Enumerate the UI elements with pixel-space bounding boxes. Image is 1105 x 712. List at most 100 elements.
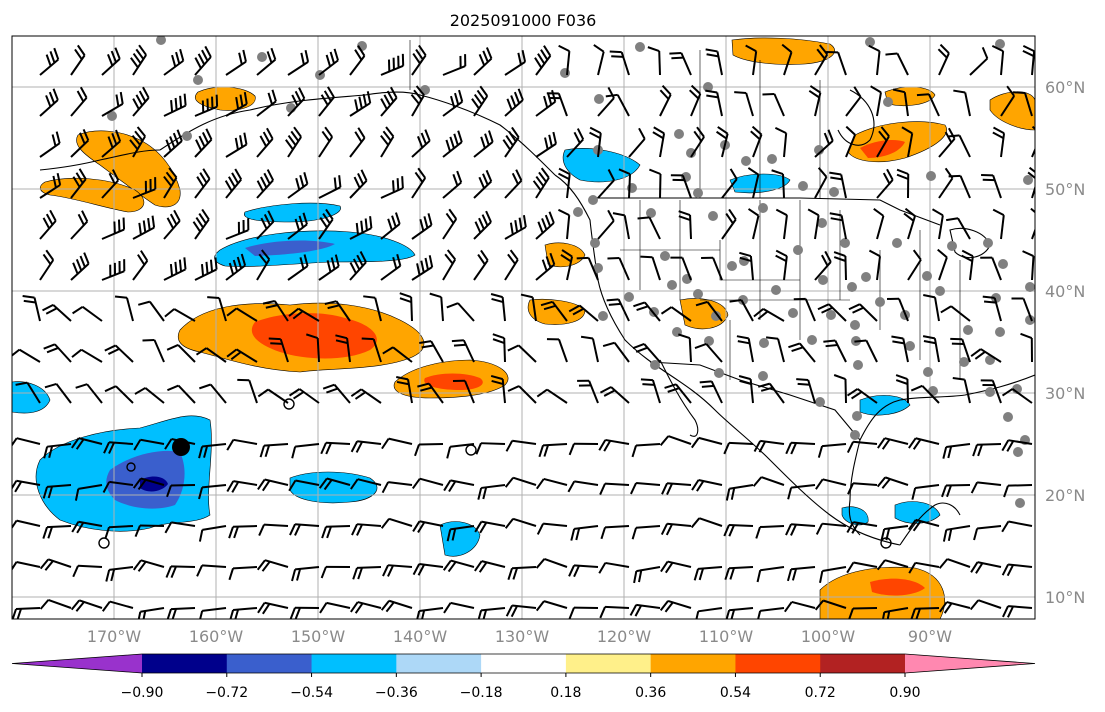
wind-barb (606, 298, 630, 322)
colorbar-segment (735, 654, 821, 673)
wind-barb (607, 256, 630, 281)
wind-barb (12, 437, 41, 447)
wind-barb (576, 256, 599, 281)
wind-barb (137, 607, 165, 619)
wind-barb (942, 443, 971, 459)
wind-barb (775, 208, 788, 240)
wind-barb (473, 210, 492, 240)
wind-barb (558, 167, 571, 199)
wind-barb (670, 256, 692, 281)
wind-barb (324, 300, 351, 322)
wind-barb (475, 442, 506, 455)
wind-barb (716, 126, 729, 158)
wind-barb (876, 559, 909, 571)
wind-barb (755, 525, 785, 539)
wind-barb (44, 382, 72, 404)
wind-barb (939, 601, 971, 614)
wind-barb (907, 518, 940, 532)
wind-barb (411, 129, 431, 158)
wind-barb (474, 560, 506, 573)
wind-barb (536, 388, 568, 404)
wind-barb (631, 443, 661, 458)
wind-barb (602, 341, 630, 363)
wind-barb (972, 443, 1002, 457)
lon-label: 140°W (393, 627, 448, 646)
wind-barb (104, 385, 134, 404)
wind-barb (257, 388, 289, 404)
wind-barb (419, 340, 444, 363)
wind-barb (910, 607, 940, 619)
wind-barb (262, 299, 289, 322)
wind-barb (628, 127, 646, 158)
wind-barb (640, 378, 661, 404)
us-canada-border (595, 197, 941, 226)
wind-barb (688, 84, 702, 117)
lat-label: 40°N (1045, 282, 1085, 301)
wind-barb (350, 601, 382, 614)
wind-barb (163, 209, 181, 240)
wind-barb (785, 523, 816, 536)
wind-barb (846, 561, 878, 574)
wind-barb (568, 606, 599, 619)
wind-barb (318, 254, 340, 281)
wind-barb (629, 603, 661, 617)
wind-barb (192, 208, 210, 240)
wind-barb (911, 484, 940, 500)
wind-barb (442, 249, 457, 281)
graticule (12, 36, 1035, 619)
us-mexico-border (649, 361, 861, 441)
wind-barb (104, 525, 134, 539)
colorbar-segment (142, 654, 228, 673)
wind-barb (133, 438, 165, 451)
wind-barb (829, 171, 847, 199)
wind-barb (237, 378, 258, 404)
wind-barb (288, 307, 320, 322)
wind-barb (477, 607, 506, 619)
wind-barb (814, 44, 829, 76)
wind-barb (941, 484, 971, 498)
lat-label: 10°N (1045, 588, 1085, 607)
wind-barb (287, 172, 309, 199)
wind-barb (380, 212, 401, 240)
colorbar-tick-label: 0.90 (889, 685, 920, 701)
wind-barb (950, 337, 971, 363)
wind-barb (39, 173, 62, 199)
lat-label: 60°N (1045, 78, 1085, 97)
wind-barb (659, 85, 672, 117)
wind-barb (228, 566, 258, 581)
wind-barb (225, 91, 248, 117)
wind-barb (198, 443, 227, 459)
wind-barb (970, 481, 1002, 494)
wind-barb (71, 348, 103, 363)
wind-barb (43, 343, 72, 363)
wind-barb (948, 174, 971, 199)
wind-barb (70, 86, 88, 117)
wind-barb (411, 255, 434, 281)
wind-barb (580, 335, 599, 363)
wind-barb (753, 439, 785, 453)
wind-barb (907, 249, 922, 281)
wind-barb (605, 93, 630, 117)
wind-barb (164, 308, 196, 322)
wind-barb (287, 254, 309, 281)
wind-barb (876, 476, 909, 489)
wind-barb (910, 384, 940, 404)
wind-barb (694, 342, 723, 363)
wind-barb (504, 476, 537, 488)
wind-barb (71, 520, 103, 534)
wind-barb (937, 248, 948, 281)
wind-barb (70, 128, 90, 158)
wind-barb (39, 131, 61, 158)
wind-barb (351, 523, 382, 536)
wind-barb (833, 251, 847, 281)
wind-barb (817, 443, 847, 458)
wind-barb (992, 208, 1005, 240)
wind-barb (442, 170, 463, 199)
wind-barb (945, 217, 971, 240)
wind-barb (74, 484, 103, 501)
wind-barb (382, 346, 413, 363)
wind-barb (787, 484, 816, 500)
wind-barb (660, 522, 692, 536)
wind-barb (535, 131, 557, 158)
wind-barb (268, 337, 289, 363)
